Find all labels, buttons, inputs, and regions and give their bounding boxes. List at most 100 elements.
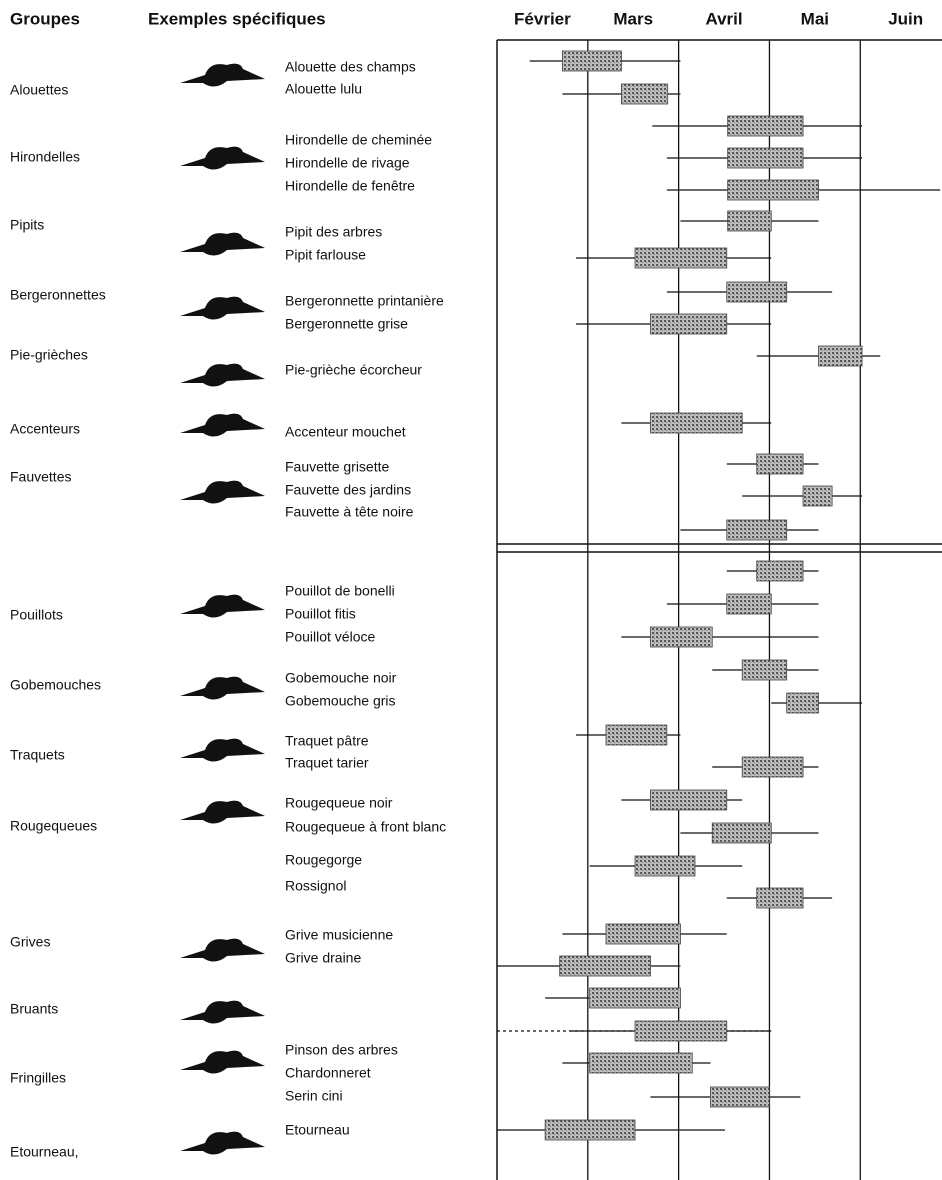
range-bar bbox=[742, 660, 787, 680]
group-label: Alouettes bbox=[10, 82, 68, 98]
range-bar bbox=[727, 282, 787, 302]
species-label: Pouillot de bonelli bbox=[285, 583, 395, 599]
bird-icon bbox=[180, 1132, 265, 1155]
group-label: Pouillots bbox=[10, 607, 63, 623]
range-bar bbox=[650, 314, 726, 334]
species-label: Chardonneret bbox=[285, 1065, 371, 1081]
range-bar bbox=[545, 1120, 635, 1140]
bird-icon bbox=[180, 297, 265, 320]
range-bar bbox=[818, 346, 862, 366]
month-label: Février bbox=[514, 9, 571, 28]
species-label: Rossignol bbox=[285, 878, 346, 894]
group-label: Hirondelles bbox=[10, 149, 80, 165]
species-label: Hirondelle de fenêtre bbox=[285, 178, 415, 194]
bird-icon bbox=[180, 147, 265, 170]
group-label: Grives bbox=[10, 934, 50, 950]
species-label: Fauvette des jardins bbox=[285, 482, 411, 498]
species-label: Pinson des arbres bbox=[285, 1042, 398, 1058]
bird-icon bbox=[180, 1001, 265, 1024]
species-label: Alouette lulu bbox=[285, 81, 362, 97]
species-label: Pie-grièche écorcheur bbox=[285, 362, 422, 378]
range-bar bbox=[590, 1053, 693, 1073]
bird-icon bbox=[180, 414, 265, 437]
bird-icon bbox=[180, 595, 265, 618]
species-label: Pipit farlouse bbox=[285, 247, 366, 263]
species-label: Pipit des arbres bbox=[285, 224, 382, 240]
species-label: Grive draine bbox=[285, 950, 361, 966]
range-bar bbox=[728, 116, 803, 136]
range-bar bbox=[710, 1087, 769, 1107]
species-label: Rougegorge bbox=[285, 852, 362, 868]
species-label: Serin cini bbox=[285, 1088, 343, 1104]
range-bar bbox=[742, 757, 803, 777]
range-bar bbox=[757, 561, 803, 581]
month-label: Mars bbox=[613, 9, 653, 28]
species-label: Pouillot véloce bbox=[285, 629, 375, 645]
group-label: Etourneau, bbox=[10, 1144, 79, 1160]
range-bar bbox=[728, 148, 803, 168]
range-bar bbox=[606, 725, 667, 745]
example-header: Exemples spécifiques bbox=[148, 9, 326, 28]
bird-icon bbox=[180, 481, 265, 504]
species-label: Fauvette grisette bbox=[285, 459, 389, 475]
range-bar bbox=[787, 693, 819, 713]
bird-icon bbox=[180, 364, 265, 387]
group-label: Fringilles bbox=[10, 1070, 66, 1086]
group-label: Bergeronnettes bbox=[10, 287, 106, 303]
species-label: Rougequeue noir bbox=[285, 795, 393, 811]
range-bar bbox=[803, 486, 832, 506]
bird-icon bbox=[180, 64, 265, 87]
group-label: Pie-grièches bbox=[10, 347, 88, 363]
range-bar bbox=[606, 924, 680, 944]
species-label: Hirondelle de rivage bbox=[285, 155, 410, 171]
species-label: Traquet pâtre bbox=[285, 733, 369, 749]
species-label: Hirondelle de cheminée bbox=[285, 132, 432, 148]
group-label: Bruants bbox=[10, 1001, 58, 1017]
month-label: Avril bbox=[705, 9, 742, 28]
range-bar bbox=[727, 594, 772, 614]
species-label: Gobemouche noir bbox=[285, 670, 397, 686]
species-label: Etourneau bbox=[285, 1122, 350, 1138]
species-label: Bergeronnette grise bbox=[285, 316, 408, 332]
bird-icon bbox=[180, 801, 265, 824]
range-bar bbox=[650, 413, 742, 433]
range-bar bbox=[635, 856, 695, 876]
chart: Groupes Exemples spécifiques FévrierMars… bbox=[0, 0, 942, 1180]
bird-icon bbox=[180, 677, 265, 700]
group-label: Pipits bbox=[10, 217, 44, 233]
range-bar bbox=[727, 520, 787, 540]
range-bar bbox=[757, 888, 803, 908]
species-label: Traquet tarier bbox=[285, 755, 369, 771]
range-bar bbox=[621, 84, 667, 104]
range-bar bbox=[757, 454, 803, 474]
range-bar bbox=[635, 1021, 727, 1041]
group-label: Traquets bbox=[10, 747, 65, 763]
bird-icon bbox=[180, 939, 265, 962]
group-label: Rougequeues bbox=[10, 818, 97, 834]
bird-icon bbox=[180, 739, 265, 762]
chart-frame bbox=[497, 40, 942, 1180]
range-bar bbox=[650, 627, 712, 647]
range-bar bbox=[712, 823, 771, 843]
species-label: Alouette des champs bbox=[285, 59, 416, 75]
species-label: Bergeronnette printanière bbox=[285, 293, 444, 309]
group-label: Fauvettes bbox=[10, 469, 71, 485]
range-bar bbox=[635, 248, 727, 268]
range-bar bbox=[728, 180, 819, 200]
species-label: Fauvette à tête noire bbox=[285, 504, 414, 520]
species-label: Pouillot fitis bbox=[285, 606, 356, 622]
group-label: Accenteurs bbox=[10, 421, 80, 437]
range-bar bbox=[650, 790, 726, 810]
range-bar bbox=[590, 988, 681, 1008]
species-label: Gobemouche gris bbox=[285, 693, 396, 709]
bird-icon bbox=[180, 1051, 265, 1074]
month-label: Mai bbox=[801, 9, 829, 28]
range-bar bbox=[728, 211, 772, 231]
group-label: Gobemouches bbox=[10, 677, 101, 693]
range-bar bbox=[562, 51, 621, 71]
range-bar bbox=[560, 956, 651, 976]
species-label: Rougequeue à front blanc bbox=[285, 819, 446, 835]
bird-icon bbox=[180, 233, 265, 256]
species-label: Accenteur mouchet bbox=[285, 424, 406, 440]
month-label: Juin bbox=[888, 9, 923, 28]
